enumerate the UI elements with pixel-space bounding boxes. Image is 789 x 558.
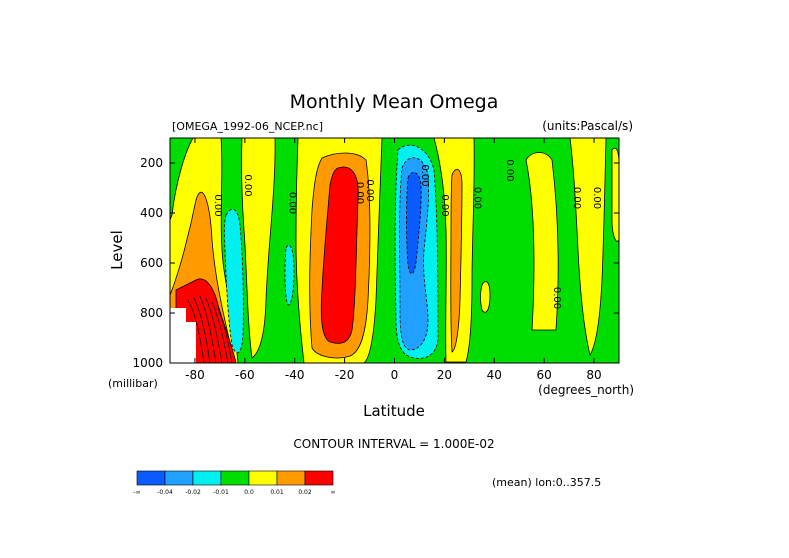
yellow-island-north: [480, 281, 491, 313]
legend-swatch: [276, 470, 306, 486]
legend-swatch: [164, 470, 194, 486]
y-axis-title: Level: [108, 230, 126, 270]
red-region-hadley: [320, 166, 359, 344]
legend-swatch: [220, 470, 250, 486]
x-axis-units: (degrees_north): [538, 383, 634, 397]
legend-label: -0.04: [157, 489, 173, 496]
yellow-region-southern-midlat: [241, 138, 276, 359]
contour-label: 0.00: [571, 187, 582, 209]
mean-text: (mean) lon:0..357.5: [492, 476, 601, 489]
contour-label: 0.00: [591, 187, 602, 209]
legend-label: 0.02: [298, 489, 312, 496]
x-tick-label: -20: [335, 368, 355, 382]
x-tick-label: 60: [537, 368, 552, 382]
contour-label: 0.00: [439, 194, 450, 216]
legend-swatch: [192, 470, 222, 486]
y-tick-label: 1000: [132, 356, 163, 370]
x-tick-label: -80: [185, 368, 205, 382]
y-tick-label: 200: [140, 156, 163, 170]
x-axis-title: Latitude: [363, 402, 425, 420]
x-tick-label: 40: [487, 368, 502, 382]
contour-interval-text: CONTOUR INTERVAL = 1.000E-02: [293, 437, 494, 451]
contour-label: 0.00: [471, 187, 482, 209]
contour-label: 0.00: [551, 287, 562, 309]
x-tick-label: 80: [586, 368, 601, 382]
legend-label: 0.0: [244, 489, 254, 496]
legend-label: ∞: [331, 489, 336, 496]
contour-label: 0.00: [287, 192, 298, 214]
contour-label: 0.00: [504, 159, 515, 181]
plot-area: 0.000.000.00 0.000.000.000.00 0.000.000.00…: [170, 138, 619, 363]
y-axis-units: (millibar): [108, 377, 158, 390]
x-axis: -80 -60 -40 -20 0 20 40 60 80: [185, 138, 602, 382]
x-tick-label: 20: [437, 368, 452, 382]
yellow-region-northern-midlat: [525, 152, 559, 331]
cyan-region-southern-midlat: [284, 244, 295, 306]
contour-label: 0.00: [419, 164, 430, 186]
contour-label: 0.00: [212, 194, 223, 216]
cyan-region-south-polar: [223, 208, 244, 354]
legend-swatch: [304, 470, 334, 486]
y-tick-label: 400: [140, 206, 163, 220]
contour-label-group: 0.000.000.00 0.000.000.000.00 0.000.000.00…: [212, 159, 602, 309]
missing-data-block: [170, 308, 196, 363]
x-tick-label: -60: [235, 368, 255, 382]
blue-region-equatorial: [406, 172, 422, 275]
x-tick-label: -40: [285, 368, 305, 382]
legend-label: 0.01: [270, 489, 284, 496]
y-tick-label: 600: [140, 256, 163, 270]
yellow-region-north-polar: [569, 138, 607, 357]
legend-label: -∞: [133, 489, 140, 496]
units-label: (units:Pascal/s): [542, 119, 633, 133]
legend-swatch: [136, 470, 166, 486]
contour-label: 0.00: [242, 174, 253, 196]
yellow-island-northpolar: [611, 147, 619, 242]
color-legend: -∞ -0.04 -0.02 -0.01 0.0 0.01 0.02 ∞: [133, 470, 336, 496]
chart-title: Monthly Mean Omega: [290, 91, 499, 113]
legend-label: -0.02: [185, 489, 201, 496]
orange-region-itcz-north: [450, 168, 463, 353]
contour-label: 0.00: [354, 182, 365, 204]
legend-swatch: [248, 470, 278, 486]
legend-label: -0.01: [213, 489, 229, 496]
y-axis: 200 400 600 800 1000: [132, 156, 619, 370]
contour-label: 0.00: [364, 179, 375, 201]
dataset-label: [OMEGA_1992-06_NCEP.nc]: [172, 120, 323, 133]
dense-contours: [187, 295, 233, 363]
x-tick-label: 0: [391, 368, 399, 382]
y-tick-label: 800: [140, 306, 163, 320]
